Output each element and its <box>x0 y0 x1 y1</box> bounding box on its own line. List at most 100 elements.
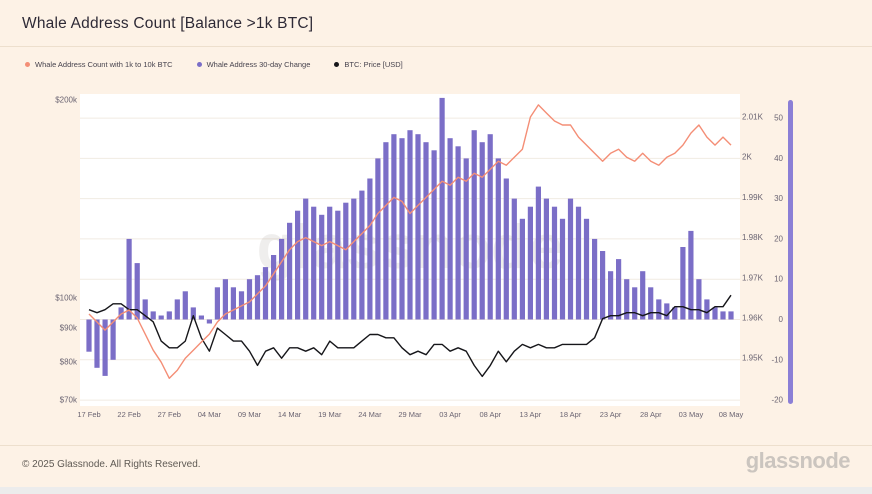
change-bar <box>616 259 622 320</box>
change-bar <box>720 311 726 320</box>
change-bar <box>519 218 525 320</box>
change-bar <box>246 279 253 320</box>
change-bar <box>150 311 156 320</box>
change-bar <box>543 198 549 320</box>
series-color-dot-icon <box>25 62 30 67</box>
x-tick-label: 08 Apr <box>479 410 501 419</box>
change-bar <box>423 142 429 320</box>
change-bar <box>367 178 373 320</box>
change-bar <box>271 255 277 320</box>
x-tick-label: 08 May <box>719 410 744 419</box>
change-tick-label: -10 <box>771 355 783 364</box>
change-bar <box>335 210 341 320</box>
change-bar <box>359 190 365 320</box>
change-bar <box>688 230 694 320</box>
change-bar <box>86 319 92 352</box>
change-bar <box>222 279 228 320</box>
change-bar <box>551 206 558 320</box>
change-bar <box>704 299 710 320</box>
count-tick-label: 2.01K <box>742 113 764 122</box>
change-tick-label: 10 <box>774 275 783 284</box>
price-tick-label: $80k <box>60 357 78 366</box>
x-tick-label: 24 Mar <box>358 410 382 419</box>
count-tick-label: 1.95K <box>742 354 764 363</box>
change-bar <box>431 150 437 320</box>
change-bar <box>495 158 501 320</box>
change-bar <box>583 218 590 320</box>
change-bar <box>214 287 220 320</box>
change-bar <box>575 206 582 320</box>
change-bar <box>487 134 493 320</box>
change-bar <box>383 142 389 320</box>
change-bar <box>527 206 533 320</box>
change-bar <box>672 307 678 320</box>
change-bar <box>463 158 469 320</box>
change-bar <box>640 271 646 320</box>
change-bar <box>142 299 148 320</box>
series-color-dot-icon <box>334 62 340 67</box>
change-bar <box>471 130 477 320</box>
change-bar <box>503 178 509 320</box>
x-tick-label: 04 Mar <box>198 410 222 419</box>
change-bar <box>190 307 196 320</box>
change-bar <box>206 319 212 324</box>
change-bar <box>648 287 654 320</box>
x-tick-label: 03 May <box>679 410 704 419</box>
change-bar <box>632 287 638 320</box>
change-bar <box>327 206 333 320</box>
change-bar <box>479 142 485 320</box>
change-bar <box>656 299 662 320</box>
bottom-scrollbar-track[interactable] <box>0 487 872 494</box>
x-tick-label: 23 Apr <box>600 410 622 419</box>
change-axis-scrollbar[interactable] <box>788 100 793 404</box>
legend-label: Whale Address 30-day Change <box>206 60 311 69</box>
legend-item-whale-count[interactable]: Whale Address Count with 1k to 10k BTC <box>25 60 173 69</box>
change-bar <box>182 291 188 320</box>
change-bar <box>535 186 541 320</box>
count-tick-label: 1.96K <box>742 314 764 323</box>
y-axis-count-labels: 2.01K 2K 1.99K 1.98K 1.97K 1.96K 1.95K <box>742 113 764 363</box>
count-tick-label: 1.99K <box>742 193 764 202</box>
change-bar <box>439 97 445 320</box>
change-bar <box>110 319 116 360</box>
change-bar <box>696 279 702 320</box>
change-bar <box>295 210 301 320</box>
change-bar <box>624 279 630 320</box>
change-bar <box>375 158 381 320</box>
price-tick-label: $90k <box>60 324 78 333</box>
x-tick-label: 18 Apr <box>560 410 582 419</box>
copyright-text: © 2025 Glassnode. All Rights Reserved. <box>22 459 201 470</box>
x-tick-label: 14 Mar <box>278 410 302 419</box>
change-bar <box>198 315 204 320</box>
change-bar <box>447 138 453 320</box>
change-bar <box>254 275 261 320</box>
change-tick-label: -20 <box>771 396 783 405</box>
x-tick-label: 13 Apr <box>520 410 542 419</box>
change-bar <box>311 206 317 320</box>
y-axis-change-labels: 50 40 30 20 10 0 -10 -20 <box>771 114 783 405</box>
change-tick-label: 0 <box>779 315 784 324</box>
chart-legend: Whale Address Count with 1k to 10k BTC W… <box>25 60 403 69</box>
change-bar <box>455 146 461 320</box>
change-bar <box>94 319 100 368</box>
legend-item-30day-change[interactable]: Whale Address 30-day Change <box>196 60 311 69</box>
legend-item-btc-price[interactable]: BTC: Price [USD] <box>334 60 403 69</box>
count-tick-label: 1.98K <box>742 233 764 242</box>
change-bar <box>279 238 285 320</box>
change-bar <box>166 311 172 320</box>
change-bar <box>174 299 180 320</box>
change-bar <box>680 247 686 320</box>
count-line <box>88 104 732 379</box>
x-tick-label: 27 Feb <box>158 410 181 419</box>
change-bar <box>728 311 734 320</box>
legend-label: BTC: Price [USD] <box>344 60 403 69</box>
chart-plot-area[interactable] <box>80 94 740 406</box>
change-tick-label: 30 <box>774 194 783 203</box>
count-tick-label: 2K <box>742 153 752 162</box>
change-bar <box>407 130 413 320</box>
x-tick-label: 28 Apr <box>640 410 662 419</box>
change-bar <box>559 218 566 320</box>
change-bar <box>511 198 517 320</box>
